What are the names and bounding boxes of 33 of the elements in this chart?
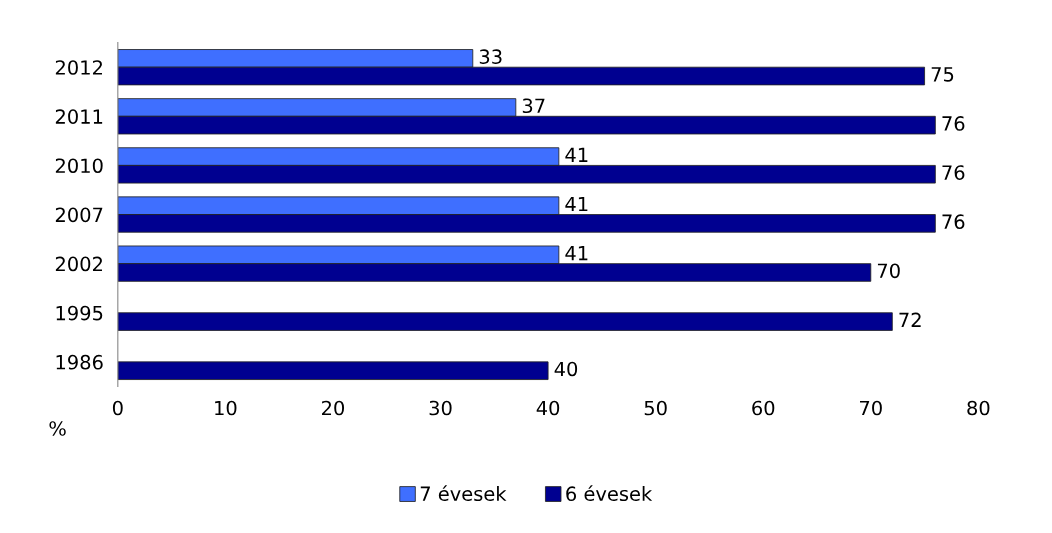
data-label: 40: [554, 361, 578, 377]
legend-label: 6 évesek: [566, 485, 653, 502]
x-tick-label: 20: [322, 400, 345, 416]
y-tick-label: 2010: [55, 158, 103, 174]
data-label: 72: [899, 312, 921, 327]
data-label: 70: [877, 263, 900, 279]
data-label: 76: [942, 116, 965, 131]
y-tick-label: 1995: [56, 305, 103, 321]
x-tick-label: 40: [536, 400, 560, 416]
data-label: 37: [522, 98, 545, 114]
data-label: 76: [942, 214, 965, 230]
y-tick-label: 2007: [55, 207, 103, 223]
data-label: 41: [565, 196, 588, 212]
y-tick-label: 2012: [55, 60, 102, 75]
x-tick-label: 50: [644, 400, 667, 416]
data-label: 41: [565, 147, 588, 162]
x-tick-label: 70: [860, 400, 882, 416]
x-axis-title: %: [49, 421, 66, 436]
y-tick-label: 1986: [56, 354, 103, 370]
x-tick-label: 0: [112, 400, 123, 416]
x-tick-label: 80: [967, 400, 990, 416]
data-label: 33: [479, 49, 502, 64]
data-label: 76: [942, 165, 965, 180]
y-tick-label: 2002: [55, 256, 102, 272]
x-tick-label: 10: [215, 400, 237, 416]
legend-label: 7 évesek: [420, 485, 507, 502]
x-tick-label: 60: [752, 400, 775, 416]
x-tick-label: 30: [429, 400, 452, 416]
y-tick-label: 2011: [55, 109, 103, 124]
data-label: 41: [565, 245, 588, 261]
data-label: 75: [931, 67, 954, 82]
bar: [117, 361, 549, 380]
bar: [117, 312, 893, 331]
